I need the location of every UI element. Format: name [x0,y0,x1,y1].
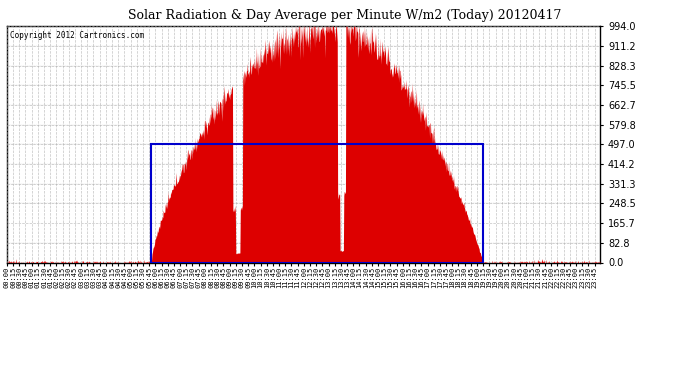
Bar [151,144,483,262]
Text: Solar Radiation & Day Average per Minute W/m2 (Today) 20120417: Solar Radiation & Day Average per Minute… [128,9,562,22]
Text: Copyright 2012 Cartronics.com: Copyright 2012 Cartronics.com [10,31,144,40]
